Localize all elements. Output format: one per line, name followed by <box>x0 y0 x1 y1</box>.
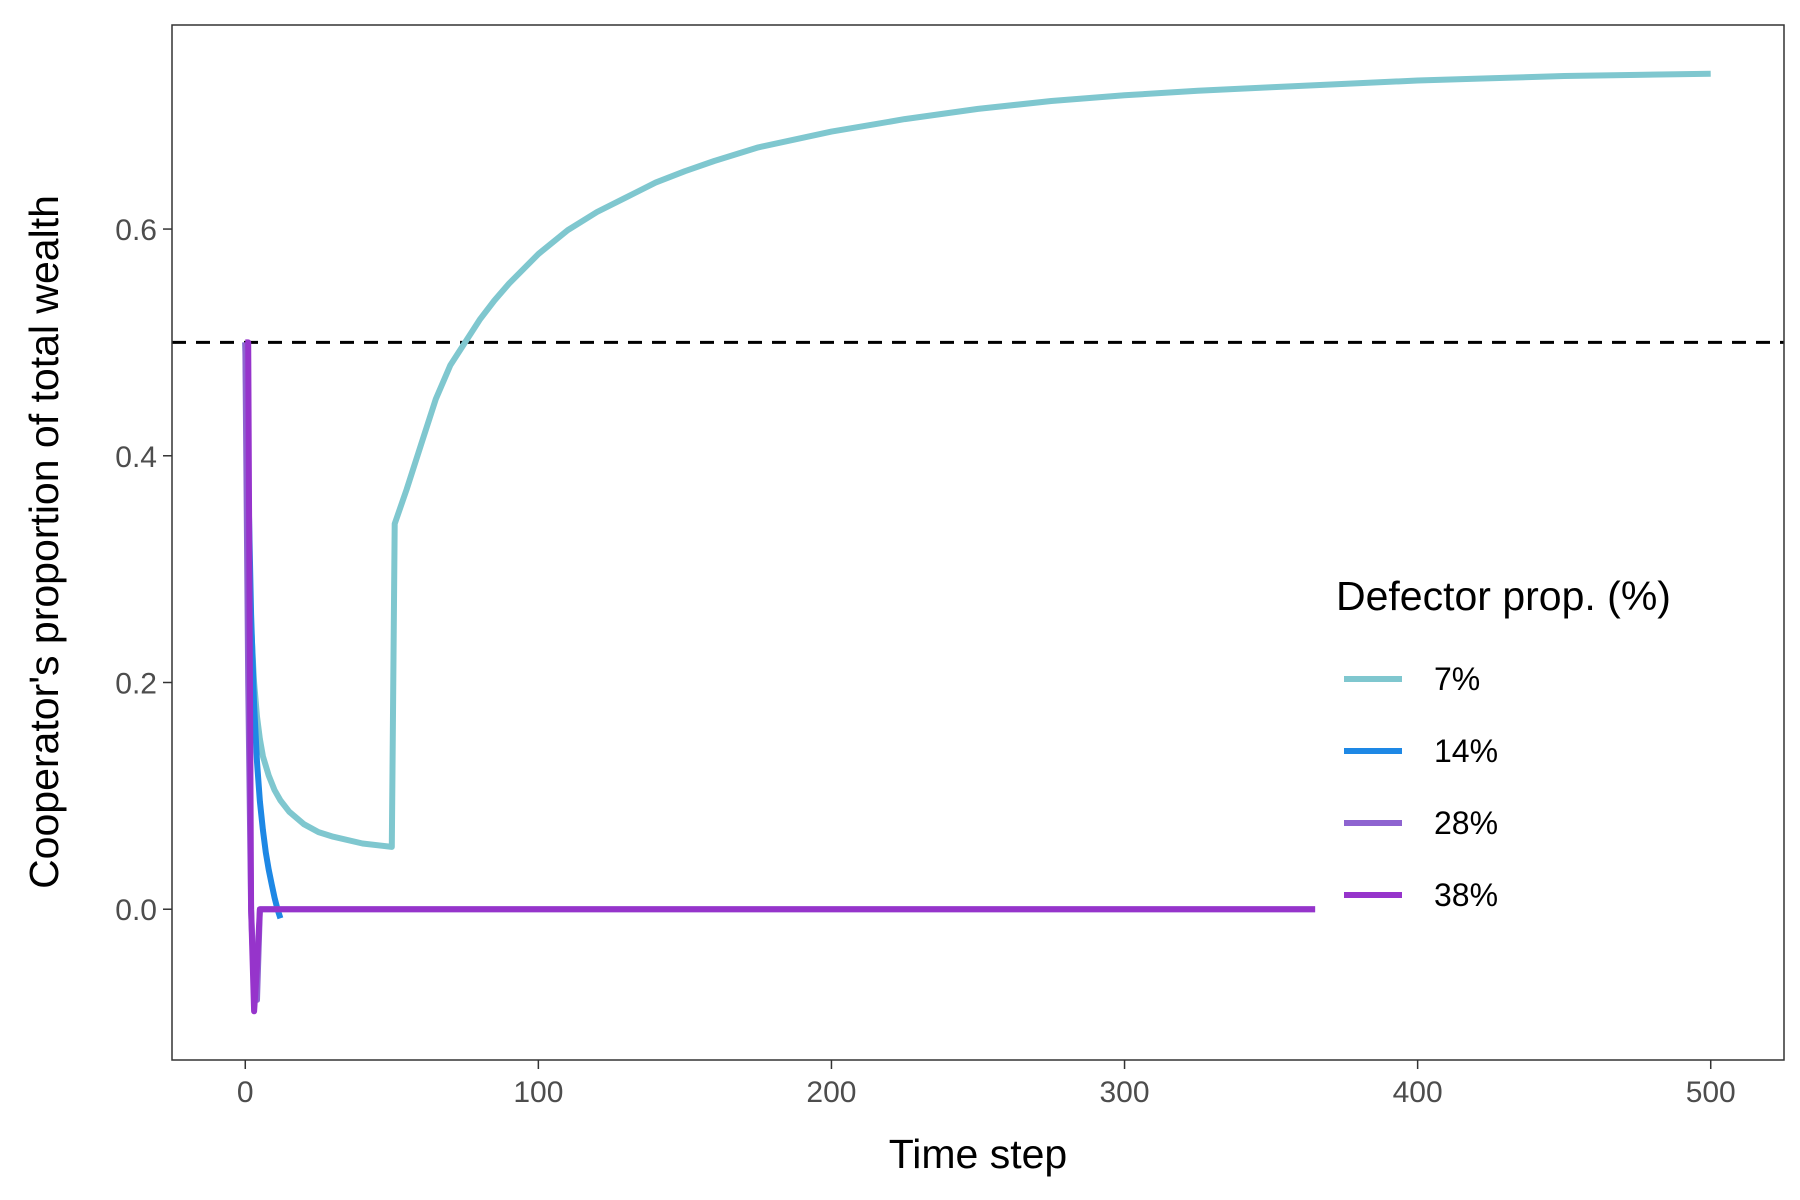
y-tick-label: 0.6 <box>115 214 157 247</box>
legend-label-2: 28% <box>1434 805 1498 841</box>
x-tick-label: 400 <box>1393 1076 1443 1109</box>
plot-panel <box>172 25 1784 1060</box>
y-axis-title: Cooperator's proportion of total wealth <box>21 195 67 889</box>
series-line-3 <box>245 339 1316 1015</box>
y-axis: 0.0 0.2 0.4 0.6 <box>115 214 172 927</box>
x-axis: 0 100 200 300 400 500 <box>237 1060 1736 1109</box>
y-tick-label: 0.4 <box>115 441 157 474</box>
legend-label-3: 38% <box>1434 877 1498 913</box>
x-tick-label: 100 <box>513 1076 563 1109</box>
x-tick-label: 500 <box>1686 1076 1736 1109</box>
plot-border <box>171 24 1785 1061</box>
x-tick-label: 300 <box>1100 1076 1150 1109</box>
legend-label-1: 14% <box>1434 733 1498 769</box>
y-tick-label: 0.2 <box>115 668 157 701</box>
y-tick-label: 0.0 <box>115 894 157 927</box>
series-line-0 <box>242 70 1711 850</box>
legend: Defector prop. (%) 7% 14% 28% 38% <box>1336 573 1671 913</box>
x-tick-label: 0 <box>237 1076 254 1109</box>
legend-title: Defector prop. (%) <box>1336 573 1671 619</box>
plot-content <box>172 70 1784 1015</box>
legend-label-0: 7% <box>1434 661 1480 697</box>
x-axis-title: Time step <box>889 1131 1067 1177</box>
x-tick-label: 200 <box>806 1076 856 1109</box>
